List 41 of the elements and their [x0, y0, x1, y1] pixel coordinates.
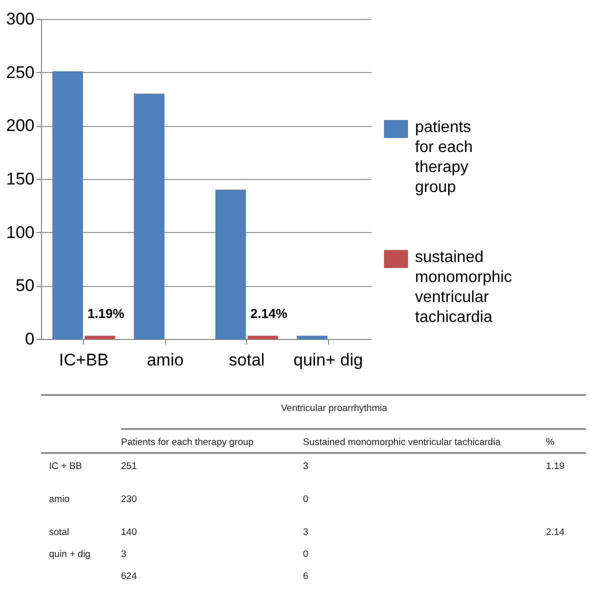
- text: IC + BB: [49, 461, 82, 472]
- text: 230: [121, 494, 137, 505]
- text: quin + dig: [49, 549, 90, 560]
- text: 251: [121, 461, 137, 472]
- bar: [134, 94, 164, 339]
- y-tick-label: 250: [6, 62, 34, 82]
- text: Patients for each therapy group: [121, 437, 254, 448]
- x-tick-label: IC+BB: [58, 350, 109, 370]
- y-tick-label: 150: [6, 170, 34, 188]
- annotation: 2.14%: [250, 306, 288, 321]
- bar: [84, 336, 116, 339]
- text: 0: [303, 494, 308, 505]
- text: 0: [303, 549, 308, 560]
- text: 140: [121, 527, 137, 538]
- text: sotal: [49, 527, 70, 538]
- text: Ventricular proarrhythmia: [281, 403, 388, 414]
- text: amio: [49, 494, 70, 505]
- text: 3: [303, 461, 308, 472]
- text: %: [546, 437, 555, 448]
- text: 3: [303, 527, 308, 538]
- text: 1.19: [546, 461, 564, 472]
- x-tick-label: quin+ dig: [293, 350, 363, 370]
- x-tick-label: amio: [146, 350, 184, 370]
- text: Sustained monomorphic ventricular tachicardia: [303, 437, 502, 448]
- y-tick-label: 0: [25, 330, 34, 348]
- text: 2.14: [546, 527, 564, 538]
- x-tick-label: sotal: [228, 350, 265, 370]
- y-tick-label: 200: [6, 116, 34, 136]
- text: 624: [121, 571, 137, 582]
- legend-label: patients for each therapy group: [415, 119, 473, 196]
- bar: [296, 336, 328, 339]
- y-tick-label: 100: [6, 222, 34, 242]
- bar: [52, 71, 83, 339]
- legend-label: sustained monomorphic ventricular tachicardia: [415, 249, 512, 326]
- annotation: 1.19%: [87, 306, 125, 321]
- bar: [248, 336, 278, 339]
- y-tick-label: 50: [16, 276, 34, 296]
- bar: [215, 190, 246, 339]
- y-tick-label: 300: [6, 10, 34, 28]
- text: 6: [303, 571, 308, 582]
- text: 3: [121, 549, 126, 560]
